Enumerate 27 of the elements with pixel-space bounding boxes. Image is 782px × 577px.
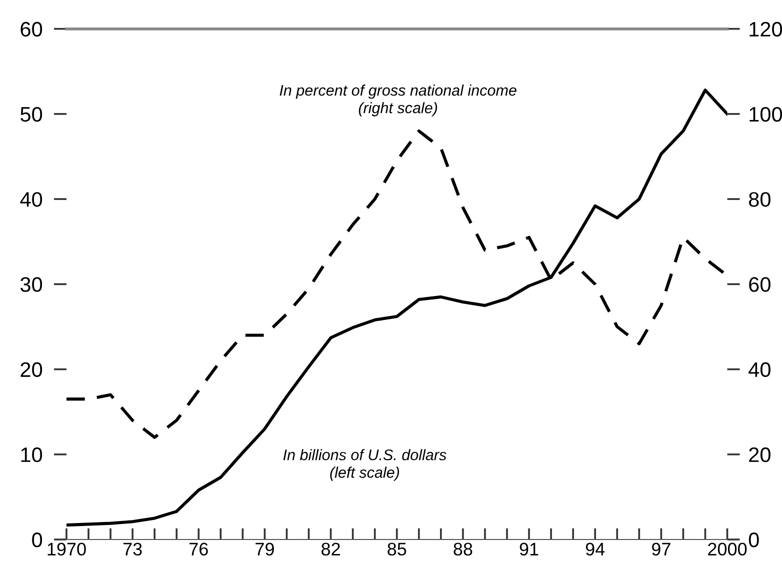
y-tick-label: 40 (20, 192, 42, 207)
y-tick-label: 50 (20, 106, 42, 122)
x-tick-label: 85 (388, 542, 406, 556)
y2-tick-label: 40 (748, 362, 770, 378)
y2-tick-label: 20 (749, 447, 770, 462)
x-tick-label: 79 (256, 542, 274, 556)
y-tick-label: 20 (20, 362, 42, 378)
x-tick-label: 73 (123, 542, 142, 556)
y2-tick-label: 100 (750, 106, 782, 122)
y-tick-label: 0 (32, 532, 42, 548)
x-tick-label: 82 (322, 542, 340, 556)
y2-tick-label: 80 (749, 192, 770, 207)
series-label: In billions of U.S. dollars (left scale) (283, 449, 446, 481)
x-tick-label: 76 (190, 542, 208, 556)
x-tick-label: 97 (652, 542, 670, 556)
x-tick-label: 2000 (708, 542, 747, 556)
y2-tick-label: 60 (749, 277, 770, 292)
y-tick-label: 60 (20, 22, 42, 37)
x-tick-label: 88 (454, 542, 472, 556)
y-tick-label: 10 (21, 447, 42, 462)
x-tick-label: 91 (520, 542, 538, 556)
text: In percent of gross national income (right scale) (280, 84, 516, 116)
y2-tick-label: 120 (750, 22, 782, 37)
y-tick-label: 30 (20, 277, 42, 292)
x-tick-label: 94 (586, 542, 605, 556)
x-tick-label: 1970 (48, 542, 86, 556)
y2-tick-label: 0 (748, 532, 759, 548)
